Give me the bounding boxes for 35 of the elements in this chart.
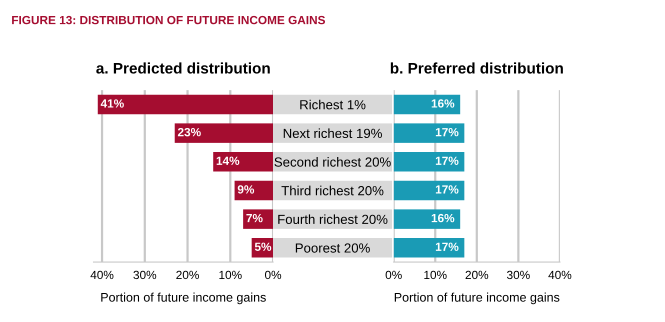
data-label: 14% bbox=[216, 156, 240, 165]
x-tick-label: 10% bbox=[424, 270, 447, 280]
caption: FIGURE 13: DISTRIBUTION OF FUTURE INCOME GAINS bbox=[12, 16, 326, 24]
x-tick-label: 0% bbox=[264, 270, 282, 280]
x-tick-label: 40% bbox=[90, 270, 114, 280]
data-label: 16% bbox=[432, 214, 454, 222]
y-tick-label: Next richest 19% bbox=[284, 128, 382, 138]
bar bbox=[243, 209, 274, 229]
data-label: 17% bbox=[436, 185, 458, 194]
x-tick-label: 20% bbox=[176, 270, 199, 280]
chart-title: b. Preferred distribution bbox=[390, 62, 563, 74]
y-tick-label: Second richest 20% bbox=[274, 157, 391, 167]
y-tick-label: Richest 1% bbox=[300, 100, 366, 110]
x-tick-label: 30% bbox=[133, 270, 156, 280]
x-tick-label: 0% bbox=[386, 270, 402, 280]
x-tick-label: 20% bbox=[466, 270, 488, 280]
data-label: 17% bbox=[436, 242, 458, 251]
chart-title: a. Predicted distribution bbox=[96, 62, 270, 74]
data-label: 5% bbox=[254, 242, 272, 251]
data-label: 23% bbox=[178, 128, 201, 136]
data-label: 9% bbox=[238, 185, 254, 194]
y-tick-label: Third richest 20% bbox=[282, 186, 384, 196]
data-label: 17% bbox=[436, 156, 458, 165]
x-axis-title: Portion of future income gains bbox=[394, 292, 560, 304]
data-label: 7% bbox=[246, 214, 263, 222]
x-axis-title: Portion of future income gains bbox=[101, 292, 266, 304]
x-tick-label: 40% bbox=[548, 270, 572, 280]
y-tick-label: Fourth richest 20% bbox=[278, 214, 388, 224]
data-label: 17% bbox=[436, 128, 458, 136]
data-label: 41% bbox=[100, 99, 124, 108]
data-label: 16% bbox=[432, 99, 454, 108]
x-tick-label: 30% bbox=[507, 270, 530, 280]
y-tick-label: Poorest 20% bbox=[296, 243, 370, 253]
bar bbox=[234, 180, 274, 200]
x-tick-label: 10% bbox=[219, 270, 242, 280]
